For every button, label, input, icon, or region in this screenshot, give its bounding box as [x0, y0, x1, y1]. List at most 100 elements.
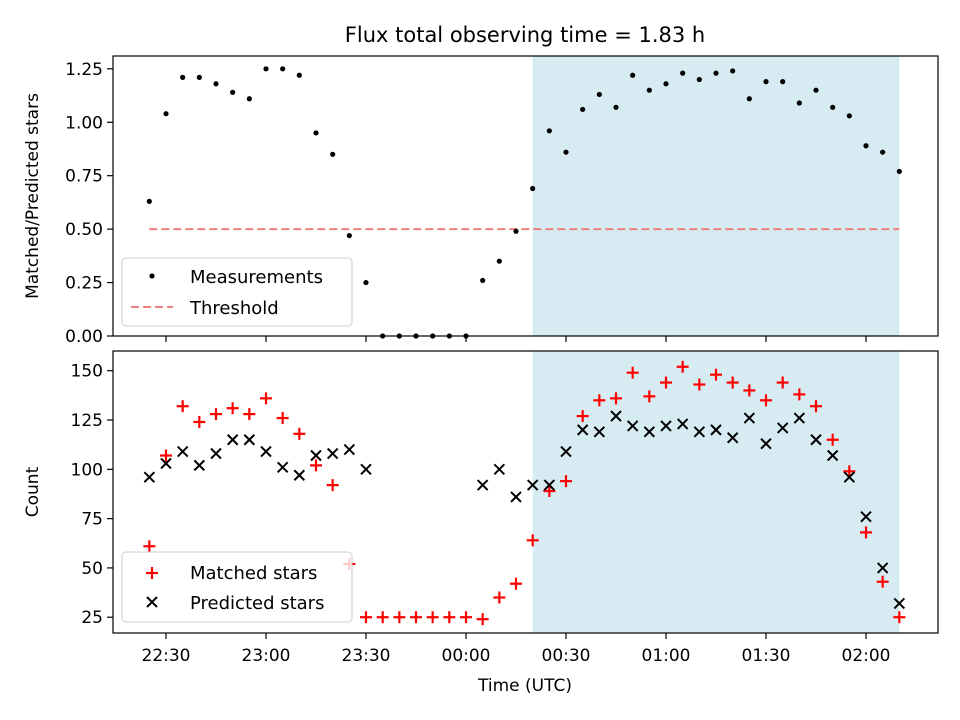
predicted-star-point: [693, 426, 706, 438]
top-legend: Measurements Threshold: [121, 257, 353, 327]
predicted-star-point: [310, 449, 322, 462]
predicted-star-point: [826, 449, 839, 462]
matched-star-point: [793, 388, 806, 401]
bottom-legend: Matched stars Predicted stars: [121, 551, 353, 623]
matched-star-point: [743, 384, 756, 397]
predicted-star-point: [710, 424, 722, 436]
matched-star-point: [460, 611, 472, 624]
bottom-xtick-label: 00:30: [542, 646, 591, 666]
predicted-star-point: [610, 410, 622, 422]
top-panel: Flux total observing time = 1.83 h 0.000…: [23, 23, 939, 347]
measurement-point: [746, 96, 752, 102]
top-title: Flux total observing time = 1.83 h: [345, 23, 705, 47]
measurement-point: [246, 96, 252, 102]
predicted-star-point: [893, 597, 906, 610]
measurement-point: [646, 87, 652, 93]
matched-star-point: [860, 526, 872, 539]
bottom-ytick-label: 75: [81, 510, 103, 530]
matched-star-point: [143, 540, 156, 553]
measurement-point: [563, 149, 569, 155]
predicted-star-point: [660, 420, 672, 432]
predicted-star-point: [776, 422, 789, 434]
matched-star-point: [493, 591, 506, 604]
predicted-star-point: [226, 434, 239, 446]
bottom-panel: 25 50 75 100 125 150 22:30 23:00 23:30 00:00 00:3…: [23, 350, 939, 696]
predicted-star-point: [576, 424, 589, 436]
measurement-point: [363, 279, 369, 286]
predicted-star-point: [293, 469, 306, 481]
predicted-star-point: [760, 437, 772, 450]
bottom-ytick-label: 50: [81, 559, 103, 579]
predicted-star-point: [193, 459, 206, 472]
matched-star-point: [526, 534, 539, 547]
measurement-point: [213, 81, 219, 87]
predicted-star-point: [143, 471, 156, 483]
bottom-xtick-label: 01:30: [742, 646, 791, 666]
top-x-ticks: [165, 336, 867, 342]
predicted-star-point: [860, 510, 872, 523]
legend-predicted-label: Predicted stars: [190, 593, 324, 614]
matched-star-point: [476, 613, 489, 626]
predicted-star-point: [810, 434, 822, 446]
top-y-ticks: 0.00 0.25 0.50 0.75 1.00 1.25: [65, 60, 113, 347]
top-y-axis-label: Matched/Predicted stars: [23, 93, 43, 299]
legend-matched-marker: [146, 567, 158, 579]
measurement-point: [580, 106, 586, 113]
matched-star-point: [260, 392, 272, 405]
bottom-ytick-label: 150: [71, 362, 103, 382]
top-highlight-span: [532, 56, 900, 336]
predicted-star-point: [543, 479, 556, 491]
bottom-xtick-label: 22:30: [142, 646, 191, 666]
measurement-point: [546, 128, 552, 134]
matched-star-point: [893, 611, 906, 624]
measurement-point: [696, 76, 702, 83]
bottom-xtick-label: 23:30: [342, 646, 391, 666]
matched-star-point: [576, 410, 589, 423]
predicted-star-point: [676, 418, 689, 430]
matched-star-point: [510, 577, 522, 590]
matched-star-point: [310, 459, 322, 472]
predicted-star-point: [260, 445, 272, 458]
measurement-point: [346, 232, 352, 239]
matched-star-point: [326, 479, 339, 492]
predicted-star-point: [793, 412, 806, 424]
bottom-x-axis-label: Time (UTC): [477, 676, 572, 696]
bottom-ytick-label: 100: [71, 460, 103, 480]
matched-star-point: [410, 611, 422, 624]
predicted-star-point: [593, 426, 606, 438]
predicted-star-point: [326, 447, 339, 460]
measurement-point: [630, 72, 636, 78]
bottom-axes-frame: [112, 350, 939, 634]
measurement-point: [146, 198, 152, 204]
measurement-point: [713, 70, 719, 76]
bottom-highlight-span: [532, 351, 900, 633]
measurement-point: [230, 89, 236, 95]
legend-predicted-marker: [146, 596, 158, 608]
measurement-point: [613, 104, 619, 110]
matched-star-point: [826, 433, 839, 446]
bottom-ytick-label: 125: [71, 411, 103, 431]
top-legend-box: [121, 257, 353, 327]
legend-threshold-label: Threshold: [189, 298, 279, 319]
measurement-point: [596, 91, 602, 98]
measurement-point: [296, 72, 302, 78]
matched-star-point: [160, 449, 172, 462]
predicted-star-point: [243, 434, 256, 446]
predicted-star-point: [726, 432, 739, 444]
top-ytick-label: 0.25: [65, 274, 103, 294]
bottom-y-ticks: 25 50 75 100 125 150: [71, 362, 113, 628]
measurement-point: [796, 100, 802, 106]
predicted-star-point: [210, 447, 222, 460]
matched-star-point: [693, 378, 706, 391]
predicted-star-point: [160, 457, 172, 470]
measurement-point: [280, 66, 286, 72]
measurement-point: [880, 149, 886, 155]
predicted-star-point: [876, 562, 889, 574]
measurement-point: [896, 168, 902, 175]
matched-star-point: [426, 611, 439, 624]
bottom-y-axis-label: Count: [23, 466, 43, 517]
predicted-star-point: [176, 445, 189, 458]
predicted-star-point: [510, 491, 522, 503]
matched-star-point: [676, 360, 689, 373]
